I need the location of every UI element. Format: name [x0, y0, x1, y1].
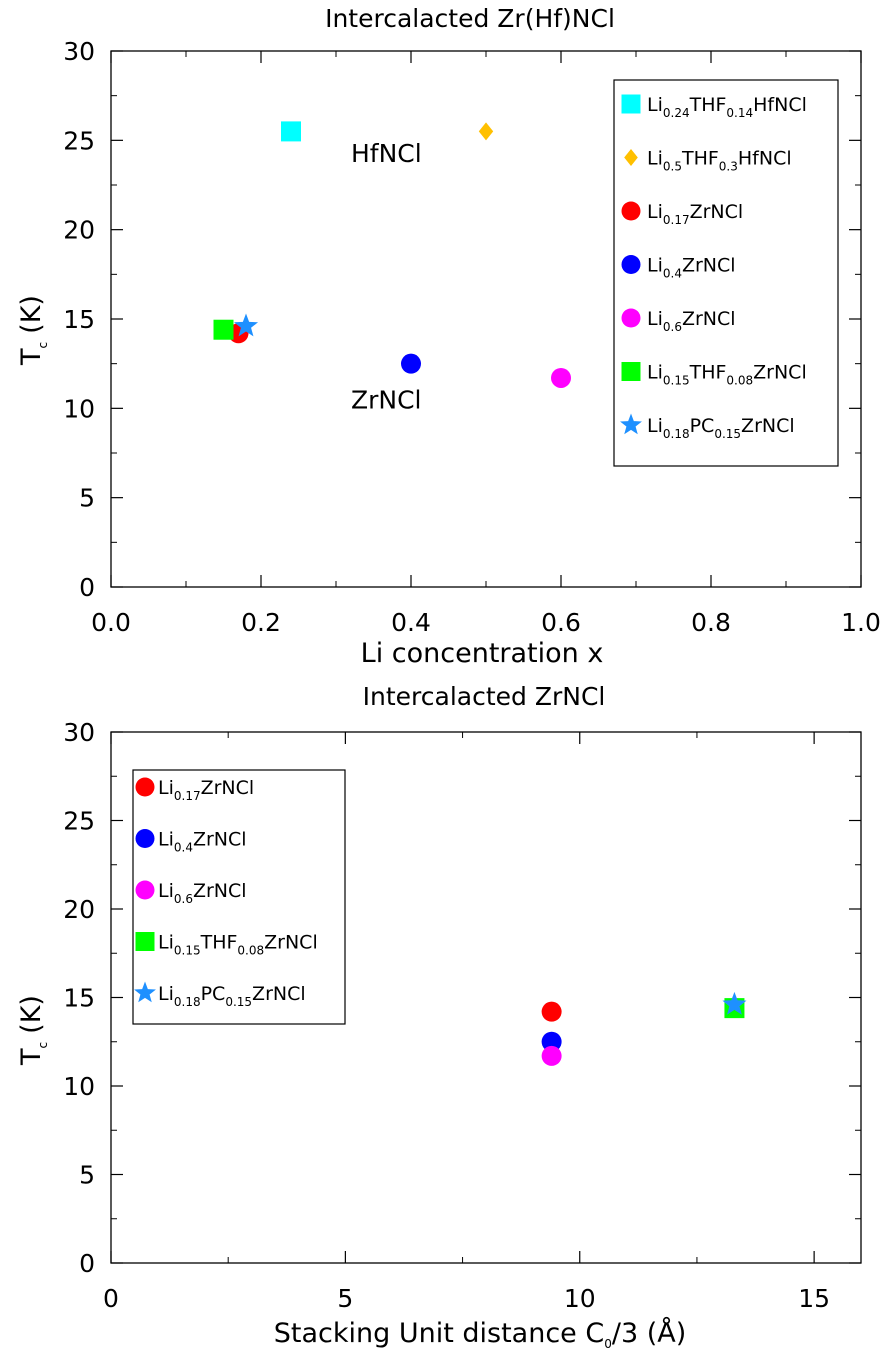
legend-label: Li0.17ZrNCl: [158, 777, 254, 803]
x-tick-label: 0.2: [241, 608, 281, 637]
y-tick-label: 20: [63, 895, 95, 924]
x-tick-label: 5: [337, 1284, 353, 1313]
data-point-circle: [541, 1045, 562, 1066]
x-tick-label: 0: [103, 1284, 119, 1313]
legend-label: Li0.17ZrNCl: [647, 201, 743, 227]
legend-label: Li0.6ZrNCl: [647, 308, 736, 334]
legend-label: Li0.18PC0.15ZrNCl: [647, 415, 795, 441]
x-axis-label: Li concentration x: [361, 638, 604, 669]
legend-marker-circle: [621, 255, 641, 274]
legend-label: Li0.4ZrNCl: [158, 829, 247, 855]
y-tick-label: 10: [63, 1072, 95, 1101]
x-tick-label: 10: [564, 1284, 596, 1313]
legend-label: Li0.24THF0.14HfNCl: [647, 94, 807, 120]
legend-marker-circle: [135, 777, 155, 797]
legend-label: Li0.5THF0.3HfNCl: [647, 148, 792, 174]
y-tick-label: 30: [63, 718, 95, 747]
y-tick-label: 25: [63, 126, 95, 155]
y-tick-label: 10: [63, 394, 95, 423]
legend-box: [613, 79, 839, 467]
data-point-circle: [551, 367, 571, 388]
y-tick-label: 5: [79, 484, 95, 513]
annotation-label: HfNCl: [351, 139, 422, 168]
legend-label: Li0.6ZrNCl: [158, 880, 247, 906]
chart-title: Intercalacted Zr(Hf)NCl: [325, 4, 615, 33]
legend-marker-square: [135, 932, 155, 951]
chart-title: Intercalacted ZrNCl: [363, 682, 606, 711]
data-point-square: [213, 319, 234, 340]
data-point-circle: [401, 353, 421, 374]
x-tick-label: 0.0: [91, 608, 131, 637]
legend-label: Li0.18PC0.15ZrNCl: [158, 983, 306, 1009]
legend-marker-square: [621, 94, 641, 114]
legend-label: Li0.15THF0.08ZrNCl: [647, 362, 807, 388]
y-tick-label: 25: [63, 807, 95, 836]
chart-tc-vs-li-concentration: Intercalacted Zr(Hf)NCl 0.0 0.2 0.4 0.6 0.8 1.…: [16, 4, 881, 669]
legend-marker-circle: [621, 308, 641, 328]
y-tick-label: 5: [79, 1161, 95, 1190]
x-tick-label: 0.8: [691, 608, 731, 637]
legend-marker-circle: [135, 880, 155, 900]
data-point-star: [722, 991, 747, 1015]
annotation-label: ZrNCl: [351, 385, 422, 414]
data-point-circle: [541, 1001, 562, 1022]
x-axis-label: Stacking Unit distance C0/3 (Å): [274, 1317, 687, 1351]
legend-label: Li0.4ZrNCl: [647, 255, 736, 281]
data-point-square: [281, 121, 301, 142]
x-tick-label: 0.6: [541, 608, 581, 637]
chart-tc-vs-stacking-distance: Intercalacted ZrNCl 0 5 10 15 0 5 10 15 20 25 30 Sta…: [16, 682, 862, 1351]
data-point-diamond: [478, 122, 494, 141]
y-axis-label: Tc(K): [16, 295, 50, 366]
data-point-star: [233, 313, 259, 337]
y-tick-label: 30: [63, 37, 95, 66]
y-tick-label: 15: [63, 305, 95, 334]
x-tick-label: 0.4: [391, 608, 431, 637]
y-axis-label: Tc(K): [16, 995, 50, 1066]
y-tick-label: 20: [63, 216, 95, 245]
legend-marker-circle: [135, 829, 155, 848]
data-point-circle: [541, 1031, 562, 1052]
legend-box: [132, 769, 346, 1025]
legend-marker-diamond: [624, 149, 638, 166]
x-tick-label: 1.0: [841, 608, 881, 637]
legend-label: Li0.15THF0.08ZrNCl: [158, 932, 318, 958]
legend-marker-star: [620, 413, 642, 435]
x-tick-label: 15: [798, 1284, 830, 1313]
y-tick-label: 0: [79, 1249, 95, 1278]
legend-marker-square: [621, 362, 641, 381]
legend-marker-circle: [621, 201, 641, 221]
y-tick-label: 15: [63, 984, 95, 1013]
legend-marker-star: [134, 981, 156, 1003]
y-tick-label: 0: [79, 573, 95, 602]
